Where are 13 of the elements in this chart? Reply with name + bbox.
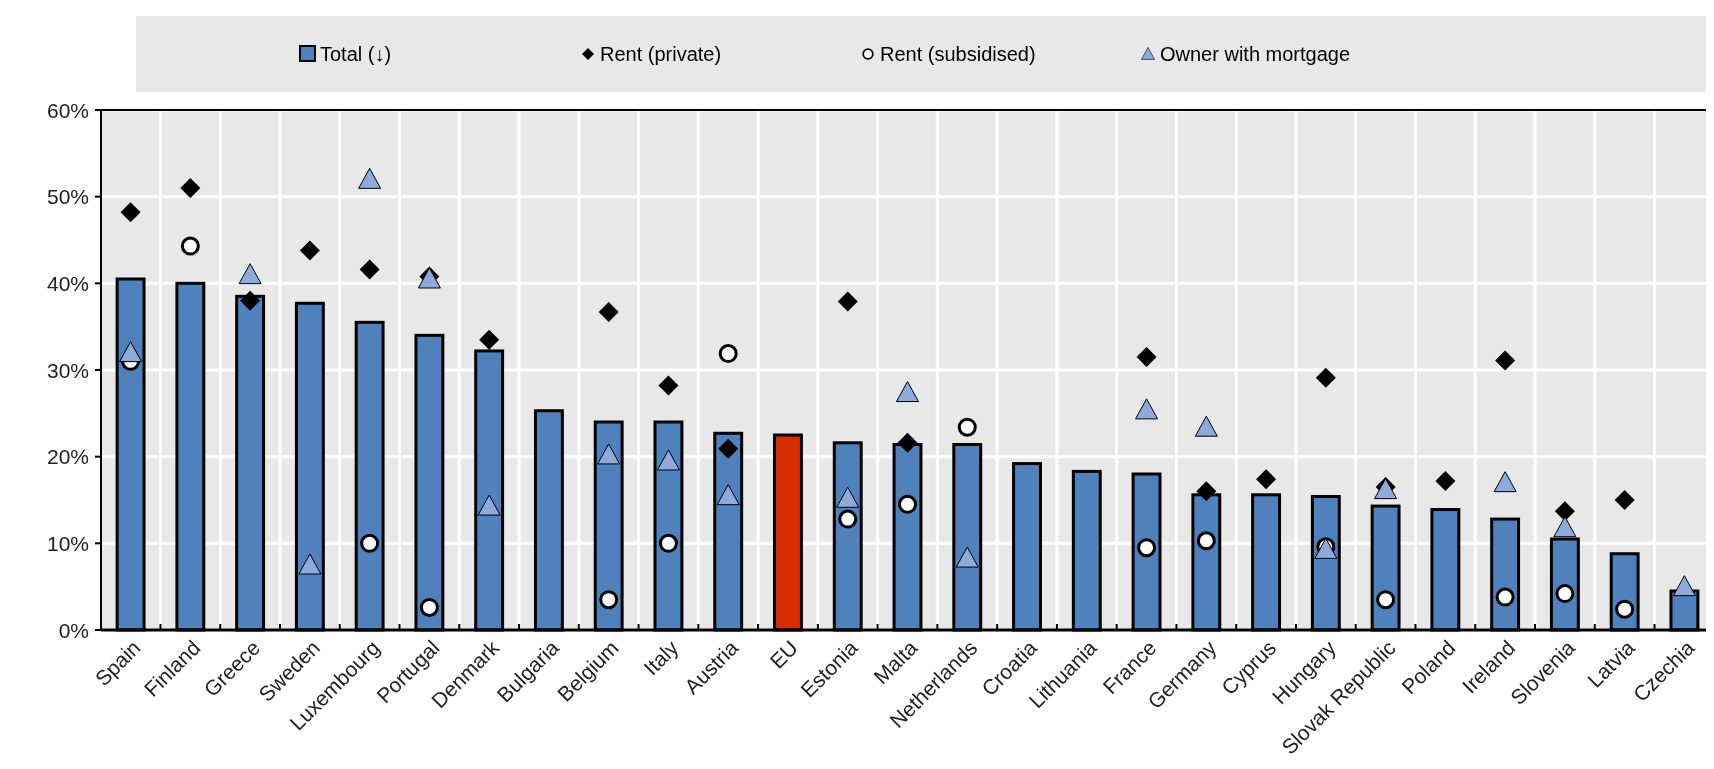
x-tick-label: EU — [765, 635, 803, 673]
y-tick-label: 10% — [46, 531, 89, 555]
legend-label: Rent (private) — [600, 43, 722, 65]
y-tick-label: 20% — [46, 445, 89, 469]
y-tick-label: 0% — [58, 618, 89, 642]
y-tick-label: 50% — [46, 185, 89, 209]
x-tick-label: Italy — [639, 635, 683, 680]
legend-label: Rent (subsidised) — [880, 43, 1036, 65]
y-tick-label: 40% — [46, 271, 89, 295]
y-tick-label: 60% — [46, 98, 89, 122]
legend-label: Owner with mortgage — [1160, 43, 1351, 65]
legend-label: Total (↓) — [320, 43, 392, 65]
y-tick-label: 30% — [46, 358, 89, 382]
